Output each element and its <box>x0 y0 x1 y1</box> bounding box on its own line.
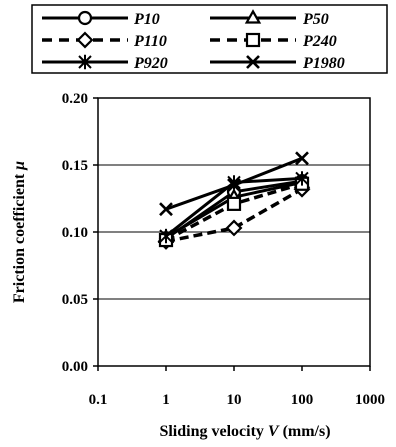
x-axis-title: Sliding velocity V (mm/s) <box>159 423 330 440</box>
x-tick-label: 0.1 <box>89 392 108 408</box>
marker-x <box>159 202 173 217</box>
y-tick-label: 0.00 <box>62 359 88 375</box>
marker-asterisk <box>159 228 173 244</box>
series-P1980 <box>159 151 309 217</box>
x-axis-unit: (mm/s) <box>279 423 331 440</box>
series-group <box>157 151 311 250</box>
x-axis-ticks: 0.1 1 10 100 1000 <box>89 366 385 408</box>
y-axis-symbol: μ <box>11 161 28 171</box>
x-axis-title-text: Sliding velocity <box>159 423 267 440</box>
marker-circle <box>77 10 93 26</box>
y-tick-label: 0.10 <box>62 225 88 241</box>
marker-x <box>246 55 260 69</box>
legend-label: P50 <box>302 11 329 28</box>
legend-label: P240 <box>302 33 337 50</box>
legend-label: P920 <box>133 55 168 72</box>
marker-diamond <box>76 31 94 49</box>
marker-asterisk <box>78 54 92 70</box>
legend-item-P10: P10 <box>42 10 160 28</box>
marker-square <box>245 32 261 48</box>
marker-triangle <box>244 9 262 24</box>
marker-x <box>295 151 309 166</box>
x-tick-label: 1000 <box>355 392 385 408</box>
legend-item-P1980: P1980 <box>210 55 345 72</box>
legend-item-P920: P920 <box>42 54 168 72</box>
y-tick-label: 0.05 <box>62 292 88 308</box>
legend-item-P240: P240 <box>210 32 337 50</box>
marker-asterisk <box>295 171 309 186</box>
x-tick-label: 1 <box>162 392 170 408</box>
marker-x <box>227 178 241 193</box>
legend-item-P50: P50 <box>210 9 329 28</box>
marker-diamond <box>225 219 243 237</box>
legend-label: P10 <box>133 11 160 28</box>
legend: P10 P50 P110 P240 P920 P1980 <box>31 4 388 74</box>
legend-label: P1980 <box>302 55 345 72</box>
x-axis-symbol: V <box>268 423 280 440</box>
y-axis-title-text: Friction coefficient <box>11 170 28 303</box>
y-axis-ticks: 0.00 0.05 0.10 0.15 0.20 <box>62 91 98 375</box>
y-axis-title: Friction coefficient μ <box>11 161 28 303</box>
legend-item-P110: P110 <box>42 31 167 50</box>
x-tick-label: 10 <box>227 392 242 408</box>
y-tick-label: 0.20 <box>62 91 88 107</box>
series-P920 <box>159 171 309 244</box>
legend-label: P110 <box>133 33 167 50</box>
x-tick-label: 100 <box>291 392 314 408</box>
marker-square <box>226 196 242 211</box>
y-tick-label: 0.15 <box>62 158 88 174</box>
